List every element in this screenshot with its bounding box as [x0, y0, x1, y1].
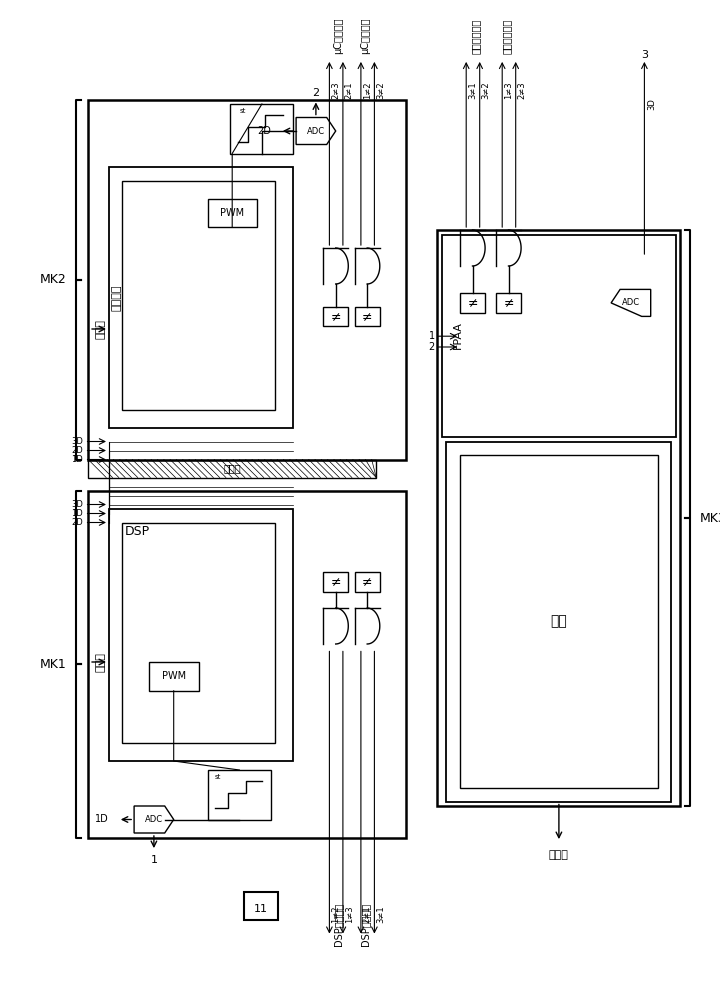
Text: 1D: 1D	[71, 509, 83, 518]
Text: 1≠3: 1≠3	[345, 905, 354, 923]
Bar	[355, 306, 380, 326]
Bar	[150, 662, 199, 691]
Bar	[446, 442, 671, 802]
Text: 1≠2: 1≠2	[363, 82, 372, 99]
Text: 2: 2	[312, 88, 320, 98]
Text: 1: 1	[150, 855, 158, 865]
Polygon shape	[611, 289, 651, 316]
Text: 总线流: 总线流	[223, 464, 241, 474]
Bar	[323, 572, 348, 592]
Text: 3: 3	[641, 49, 648, 60]
Text: ≠: ≠	[330, 575, 341, 588]
Text: ADC: ADC	[145, 815, 163, 824]
Text: 2D: 2D	[71, 518, 83, 527]
Text: 1≠2: 1≠2	[331, 905, 341, 923]
Text: ≠: ≠	[467, 296, 478, 309]
Text: 1≠3: 1≠3	[504, 82, 513, 99]
Text: MK1: MK1	[40, 658, 67, 671]
Text: 3≠2: 3≠2	[482, 82, 490, 99]
Text: ≠: ≠	[330, 310, 341, 323]
Text: 2D: 2D	[257, 126, 271, 136]
Text: 2≠3: 2≠3	[331, 82, 341, 99]
Text: μC中的故障: μC中的故障	[333, 18, 343, 54]
Text: 2≠3: 2≠3	[518, 82, 526, 99]
Bar	[442, 234, 676, 437]
Text: MK3: MK3	[699, 512, 720, 524]
Bar	[460, 455, 658, 788]
Text: st: st	[239, 108, 246, 114]
Bar	[89, 100, 406, 460]
Text: DSP中的故障: DSP中的故障	[361, 902, 370, 946]
Text: ADC: ADC	[622, 298, 640, 307]
Text: ≠: ≠	[503, 296, 514, 309]
Bar	[89, 491, 406, 838]
Bar	[122, 180, 275, 410]
Text: 微控制器: 微控制器	[112, 284, 122, 311]
Bar	[89, 460, 377, 478]
Bar	[244, 892, 278, 920]
Bar	[438, 230, 680, 806]
Bar	[323, 306, 348, 326]
Text: 3≠2: 3≠2	[377, 82, 385, 99]
Text: 2: 2	[428, 342, 435, 352]
Text: μC中的故障: μC中的故障	[361, 18, 370, 54]
Bar	[208, 198, 258, 227]
Text: 3D: 3D	[71, 437, 83, 446]
Text: 2≠1: 2≠1	[345, 82, 354, 99]
Bar	[355, 572, 380, 592]
Text: 2≠1: 2≠1	[363, 905, 372, 923]
Text: DSP中的故障: DSP中的故障	[333, 902, 343, 946]
Polygon shape	[296, 117, 336, 144]
Text: 模拟中的故障: 模拟中的故障	[502, 19, 512, 54]
Text: ≠: ≠	[362, 310, 372, 323]
Text: 存储器: 存储器	[96, 319, 106, 339]
Bar	[208, 770, 271, 820]
Text: PWM: PWM	[161, 671, 186, 681]
Text: 3D: 3D	[647, 98, 656, 110]
Text: DSP: DSP	[125, 525, 150, 538]
Bar	[230, 104, 294, 153]
Bar	[122, 522, 275, 743]
Text: 3≠1: 3≠1	[468, 82, 477, 99]
Text: 11: 11	[254, 904, 268, 914]
Text: st: st	[215, 774, 222, 780]
Text: ≠: ≠	[362, 575, 372, 588]
Text: 存储器: 存储器	[96, 652, 106, 672]
Bar	[460, 293, 485, 313]
Text: 传感器: 传感器	[549, 850, 569, 860]
Text: 1: 1	[428, 331, 435, 341]
Bar	[109, 509, 294, 761]
Text: 1D: 1D	[71, 455, 83, 464]
Text: MK2: MK2	[40, 273, 67, 286]
Text: 3≠1: 3≠1	[377, 905, 385, 923]
Text: 1D: 1D	[95, 814, 109, 824]
Text: 2D: 2D	[71, 446, 83, 455]
Text: PWM: PWM	[220, 208, 244, 218]
Text: ADC: ADC	[307, 126, 325, 135]
Polygon shape	[134, 806, 174, 833]
Text: FPAA: FPAA	[453, 321, 463, 349]
Bar	[109, 167, 294, 428]
Text: 模拟: 模拟	[551, 614, 567, 629]
Text: 模拟中的故障: 模拟中的故障	[470, 19, 480, 54]
Text: 3D: 3D	[71, 500, 83, 509]
Bar	[496, 293, 521, 313]
